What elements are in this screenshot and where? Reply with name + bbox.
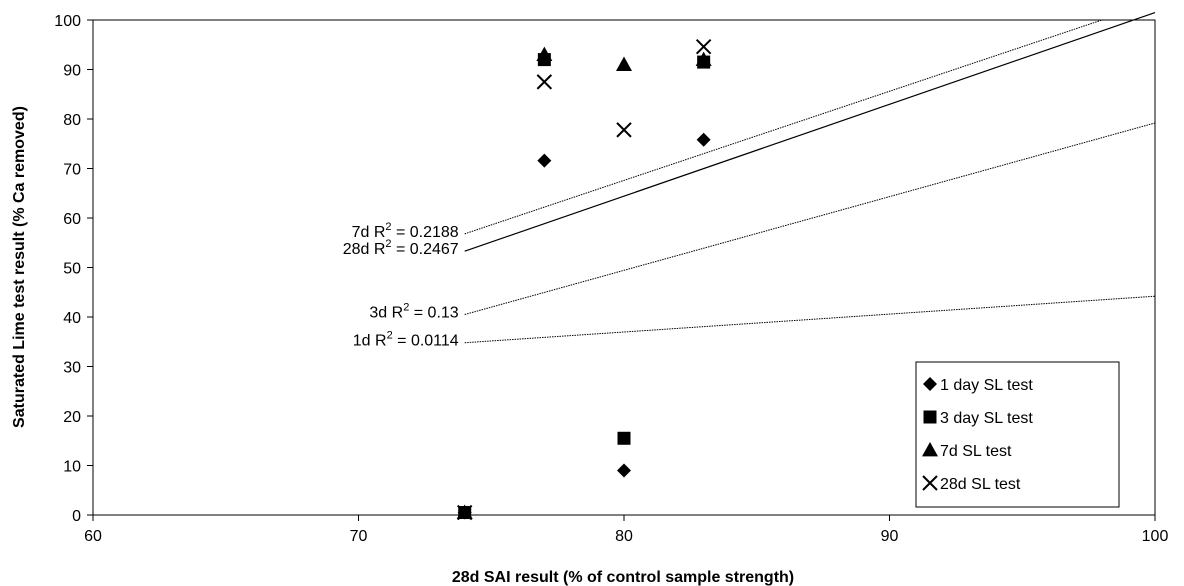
data-point — [617, 463, 631, 478]
trendline-1 — [464, 295, 1156, 344]
trendline-label-value: = 0.0114 — [393, 333, 459, 350]
trendline-label-value: = 0.2467 — [392, 241, 459, 258]
trendline-label-sup: 2 — [385, 238, 391, 250]
data-point — [695, 51, 712, 66]
trendline-label-sup: 2 — [387, 330, 393, 342]
y-tick-label: 70 — [63, 162, 81, 179]
trendline-label-value: = 0.13 — [409, 305, 458, 322]
y-tick-label: 100 — [54, 13, 81, 30]
legend-marker — [923, 377, 937, 391]
data-point — [616, 56, 632, 71]
data-point — [456, 504, 473, 521]
trendline-label-prefix: 28d R — [343, 241, 386, 258]
trendline-label: 1d R2 = 0.0114 — [353, 330, 459, 350]
x-tick-label: 90 — [881, 528, 899, 545]
y-tick-label: 90 — [63, 63, 81, 80]
legend-label: 28d SL test — [940, 476, 1021, 493]
trendline-label-prefix: 3d R — [369, 305, 403, 322]
trendline-label: 7d R2 = 0.2188 — [352, 221, 459, 241]
trendline-label-sup: 2 — [403, 302, 409, 314]
legend-marker — [923, 410, 937, 424]
y-axis-title: Saturated Lime test result (% Ca removed… — [11, 106, 28, 428]
legend: 1 day SL test 3 day SL test 7d SL test 28d … — [915, 361, 1120, 508]
data-markers — [456, 39, 712, 521]
x-stroke — [536, 74, 553, 90]
data-point — [616, 122, 632, 138]
legend-marker — [922, 442, 938, 457]
trendline-4 — [464, 12, 1156, 252]
legend-label: 7d SL test — [940, 443, 1012, 460]
y-tick-label: 40 — [63, 310, 81, 327]
y-tick-label: 10 — [63, 459, 81, 476]
x-stroke — [922, 475, 938, 491]
trendline-label-prefix: 1d R — [353, 333, 387, 350]
x-stroke — [616, 122, 632, 138]
legend-label: 1 day SL test — [940, 377, 1033, 394]
x-tick-label: 80 — [615, 528, 633, 545]
trendline-label-prefix: 7d R — [352, 224, 386, 241]
data-point — [617, 431, 631, 445]
x-tick-label: 100 — [1142, 528, 1169, 545]
legend-label: 3 day SL test — [940, 410, 1033, 427]
axes: 60 70 80 90 100 0 10 20 30 40 50 60 70 80 90 100 — [54, 13, 1168, 545]
y-tick-label: 60 — [63, 211, 81, 228]
trendline-label-value: = 0.2188 — [392, 224, 459, 241]
y-tick-label: 30 — [63, 360, 81, 377]
data-point — [537, 153, 552, 168]
trendline-label: 28d R2 = 0.2467 — [343, 238, 459, 258]
trendline-label-sup: 2 — [385, 221, 391, 233]
data-point — [695, 39, 712, 55]
y-tick-label: 0 — [72, 508, 81, 525]
legend-marker — [922, 475, 938, 491]
y-tick-label: 20 — [63, 409, 81, 426]
x-tick-label: 60 — [84, 528, 102, 545]
x-tick-label: 70 — [350, 528, 368, 545]
x-axis-title: 28d SAI result (% of control sample stre… — [452, 569, 794, 586]
legend-box — [915, 361, 1120, 508]
x-stroke — [456, 504, 473, 521]
trendline-2 — [464, 122, 1156, 316]
data-point — [536, 74, 553, 90]
trendlines — [464, 12, 1156, 344]
y-tick-label: 80 — [63, 112, 81, 129]
x-stroke — [695, 39, 712, 55]
data-point — [536, 46, 553, 62]
trendline-3 — [464, 19, 1103, 235]
trendline-label: 3d R2 = 0.13 — [369, 302, 458, 322]
data-point — [696, 132, 711, 147]
y-tick-label: 50 — [63, 261, 81, 278]
